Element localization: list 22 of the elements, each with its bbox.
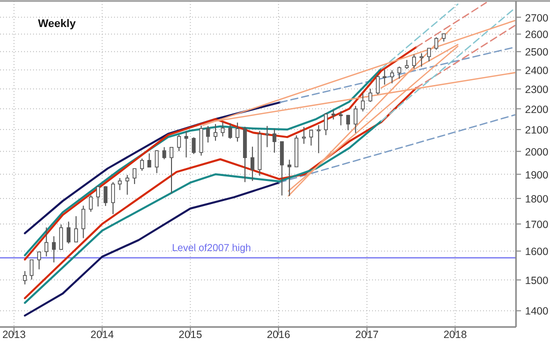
x-tick-label: 2013 [2,329,26,341]
y-tick-label: 1800 [525,193,549,206]
y-tick-label: 1700 [525,218,549,231]
text: Weekly [38,18,77,30]
y-tick-label: 1900 [525,169,549,182]
y-tick-label: 2200 [525,104,549,116]
y-tick-label: 2100 [525,124,549,137]
y-tick-label: 1600 [525,246,549,258]
y-tick-label: 2000 [525,146,549,158]
x-tick-label: 2018 [443,329,467,341]
x-tick-label: 2017 [355,329,379,341]
y-tick-label: 2400 [525,64,549,77]
x-tick-label: 2014 [90,329,114,341]
ref-line-label: Level of2007 high [172,242,251,254]
y-tick-label: 2600 [525,29,549,42]
y-tick-label: 2300 [525,84,549,96]
y-tick-label: 2700 [525,12,549,24]
y-tick-label: 1500 [525,274,549,287]
y-tick-label: 2500 [525,46,549,59]
x-tick-label: 2015 [178,329,202,341]
y-tick-label: 1400 [525,306,549,318]
x-tick-label: 2016 [266,329,290,341]
